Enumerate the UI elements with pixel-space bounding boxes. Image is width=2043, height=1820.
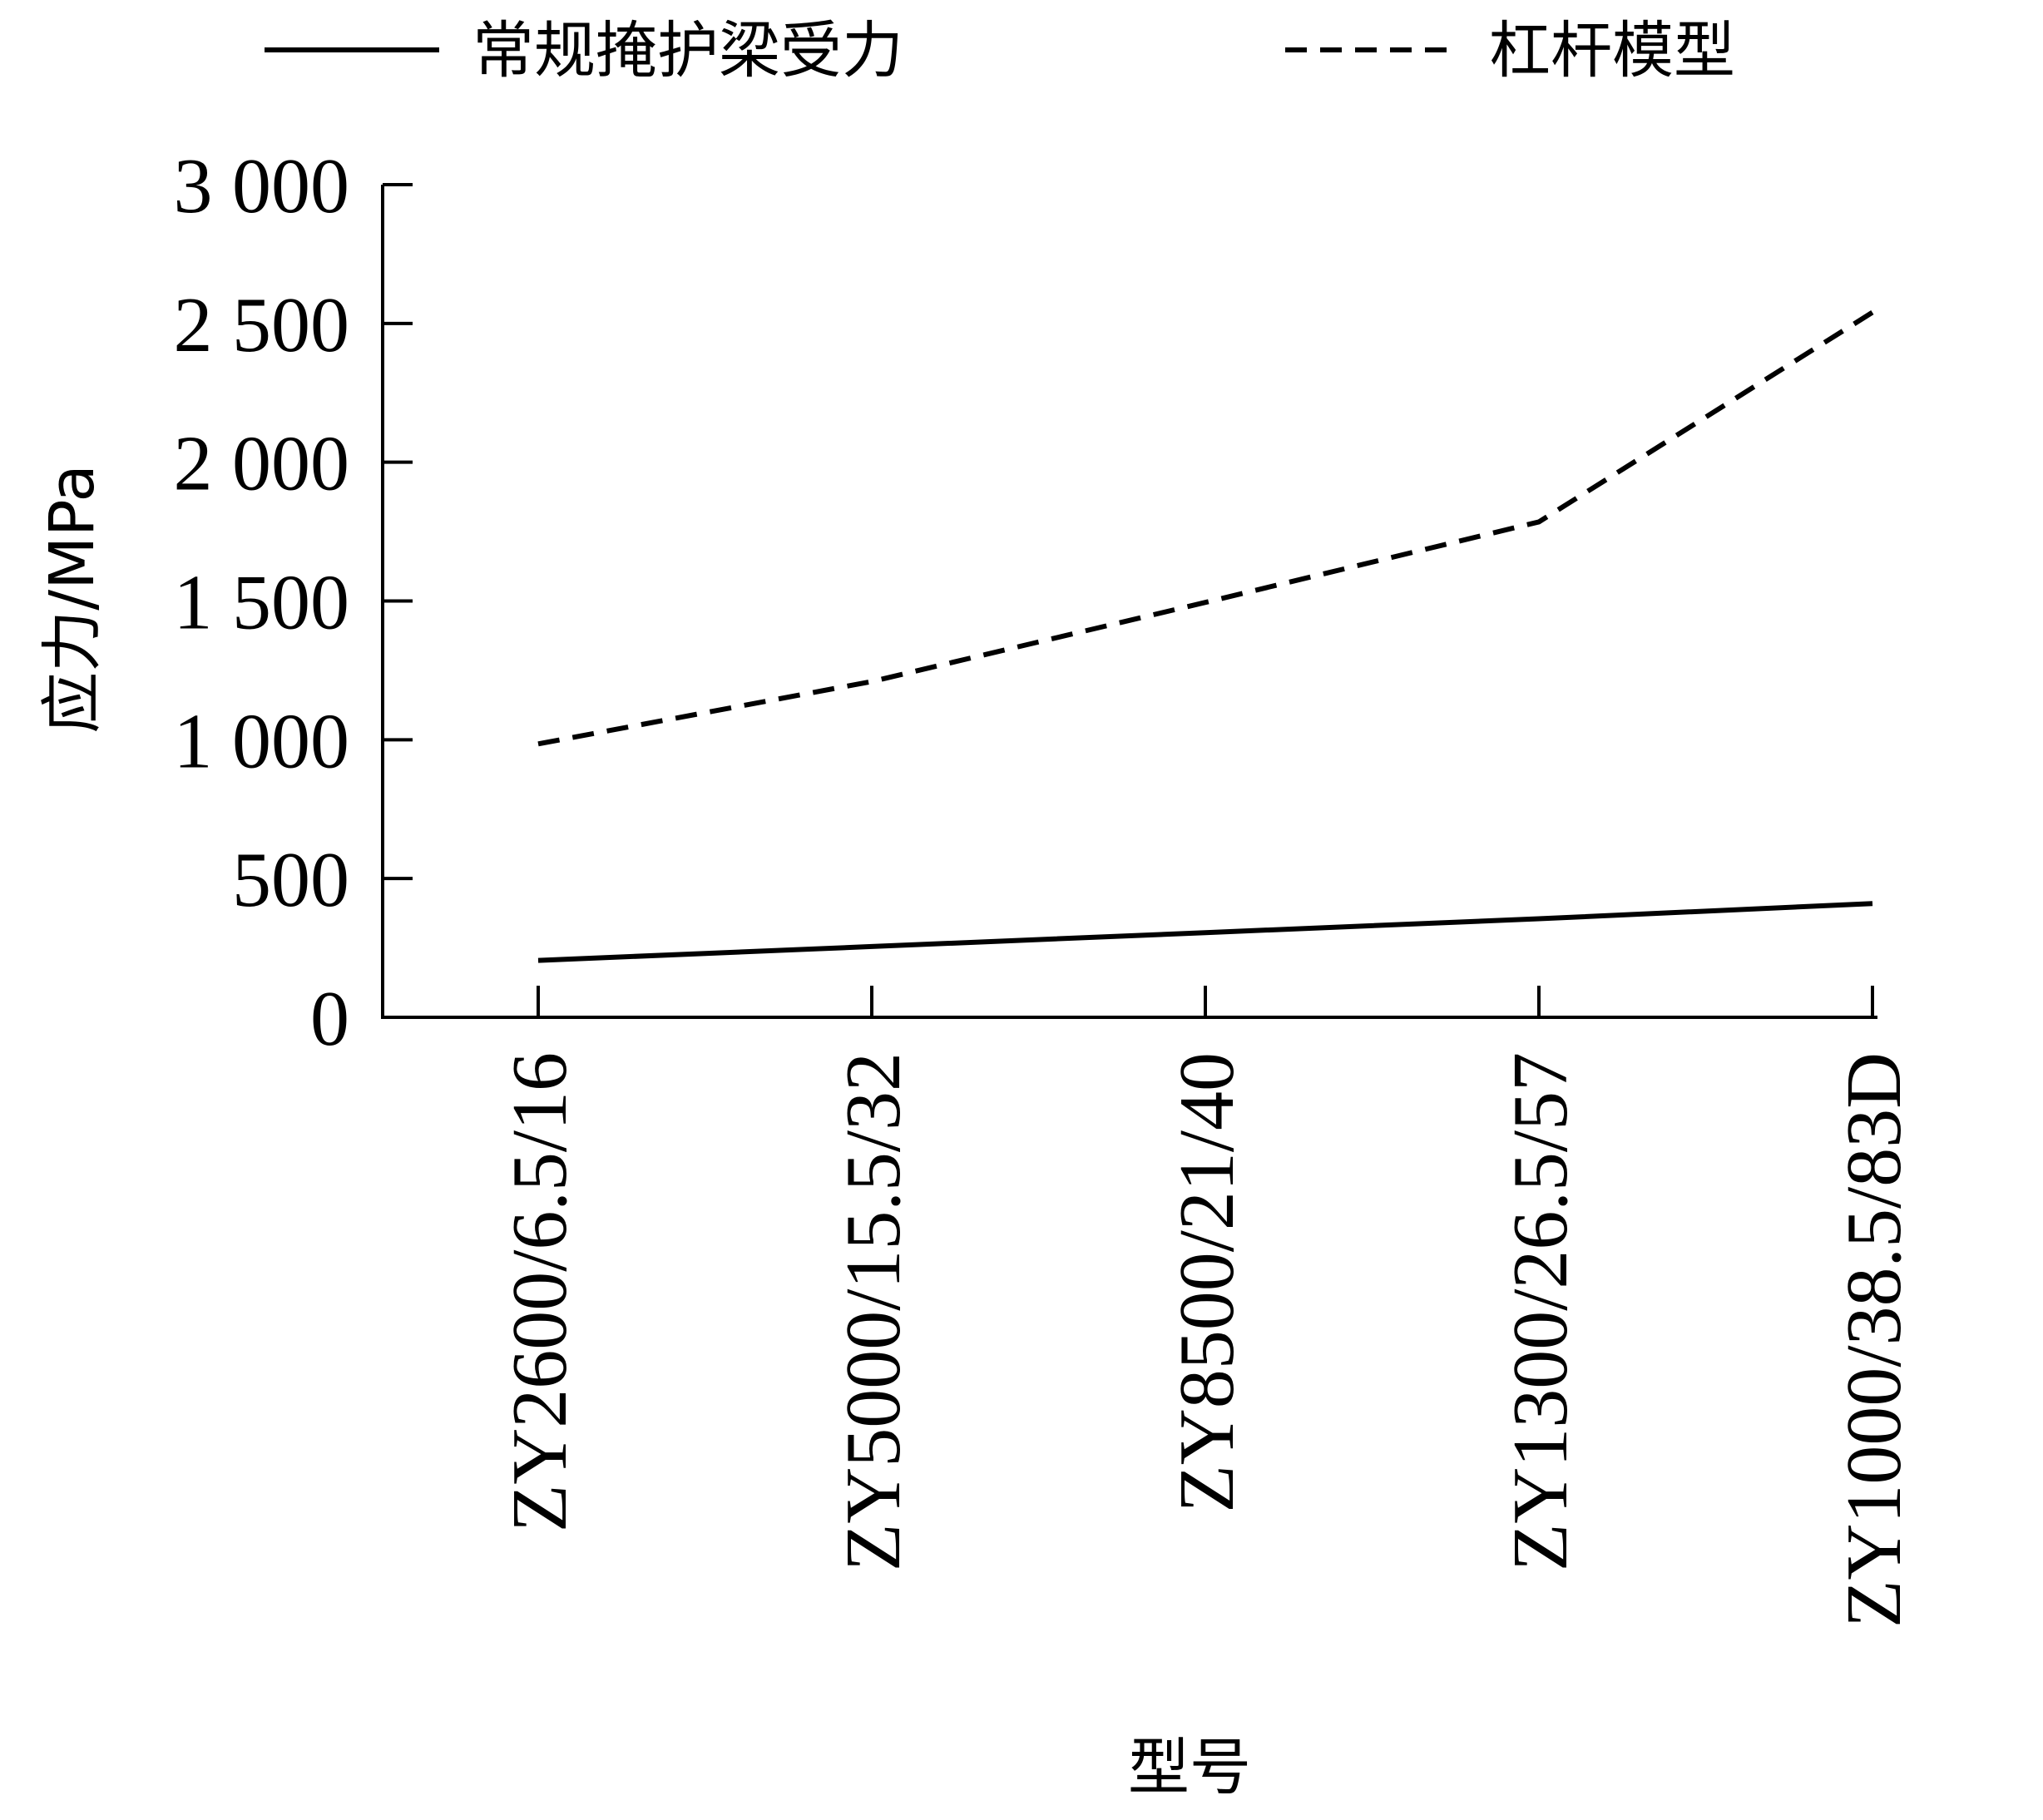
y-tick-label-5: 2 500 [174, 282, 350, 368]
x-axis-title: 型号 [1128, 1732, 1251, 1803]
legend-label-series-1: 常规掩护梁受力 [472, 15, 903, 87]
axes [381, 185, 1877, 1019]
x-ticks [537, 986, 1874, 1017]
y-ticks [383, 183, 413, 1019]
legend-label-series-2: 杠杆模型 [1489, 15, 1735, 87]
x-tick-labels: ZY2600/6.5/16 ZY5000/15.5/32 ZY8500/21/40 Z… [497, 1052, 1917, 1628]
y-tick-label-2: 1 000 [174, 698, 350, 784]
y-tick-labels: 0 500 1 000 1 500 2 000 2 500 3 000 [174, 143, 350, 1062]
x-tick-label-3: ZY1300/26.5/57 [1497, 1052, 1584, 1571]
y-tick-label-6: 3 000 [174, 143, 350, 230]
x-tick-label-4: ZY1000/38.5/83D [1831, 1052, 1917, 1628]
y-axis-title: 应力/MPa [37, 464, 108, 733]
series-line-2 [537, 309, 1874, 747]
y-tick-label-0: 0 [310, 976, 349, 1062]
x-tick-label-2: ZY8500/21/40 [1164, 1052, 1250, 1513]
y-tick-label-4: 2 000 [174, 421, 350, 507]
y-tick-label-3: 1 500 [174, 560, 350, 646]
series-lines [537, 309, 1874, 963]
legend: 常规掩护梁受力 杠杆模型 [265, 15, 1735, 87]
series-line-1 [537, 901, 1873, 963]
y-tick-label-1: 500 [232, 837, 349, 923]
x-tick-label-1: ZY5000/15.5/32 [830, 1052, 917, 1571]
legend-item-series-1: 常规掩护梁受力 [265, 15, 903, 87]
legend-item-series-2: 杠杆模型 [1285, 15, 1735, 87]
x-tick-label-0: ZY2600/6.5/16 [497, 1052, 583, 1532]
